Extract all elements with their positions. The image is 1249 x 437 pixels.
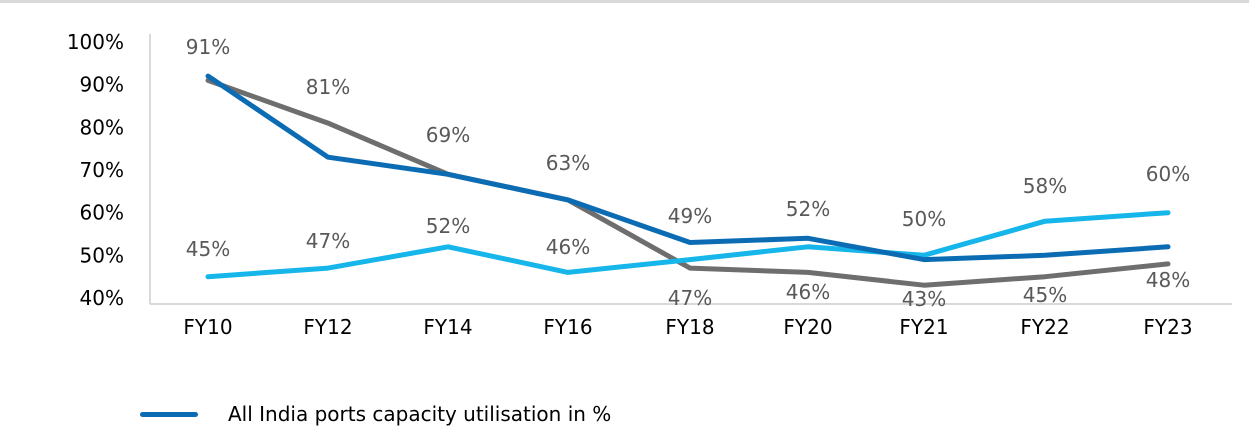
y-tick-label: 100%: [67, 30, 124, 54]
light-blue-data-label: 52%: [786, 197, 830, 221]
x-tick-label: FY21: [899, 315, 948, 339]
gray-data-label: 48%: [1146, 268, 1190, 292]
x-tick-label: FY18: [665, 315, 714, 339]
light-blue-data-label: 49%: [668, 204, 712, 228]
y-tick-label: 70%: [80, 158, 124, 182]
x-tick-label: FY14: [423, 315, 472, 339]
gray-data-label: 63%: [546, 151, 590, 175]
series-line-0: [205, 73, 1171, 263]
x-tick-label: FY22: [1020, 315, 1069, 339]
gray-data-label: 47%: [668, 286, 712, 310]
y-tick-label: 60%: [80, 201, 124, 225]
light-blue-data-label: 52%: [426, 214, 470, 238]
gray-data-label: 43%: [902, 287, 946, 311]
data-labels: 91% 81% 69% 63% 47% 46% 43% 45% 48% 45% 47% 52% 46% 4…: [186, 35, 1190, 311]
y-tick-label: 50%: [80, 243, 124, 267]
top-rule: [0, 0, 1249, 3]
gray-data-label: 91%: [186, 35, 230, 59]
x-tick-label: FY16: [543, 315, 592, 339]
gray-data-label: 45%: [1023, 283, 1067, 307]
x-tick-label: FY23: [1143, 315, 1192, 339]
series-line-1: [205, 77, 1171, 288]
gray-data-label: 46%: [786, 280, 830, 304]
light-blue-data-label: 50%: [902, 207, 946, 231]
gray-data-label: 69%: [426, 123, 470, 147]
series-line-2: [205, 210, 1171, 280]
y-axis-ticks: 40% 50% 60% 70% 80% 90% 100%: [67, 30, 124, 310]
x-tick-label: FY12: [303, 315, 352, 339]
legend-label: All India ports capacity utilisation in …: [228, 402, 612, 426]
gray-data-label: 81%: [306, 75, 350, 99]
light-blue-data-label: 47%: [306, 229, 350, 253]
y-tick-label: 40%: [80, 286, 124, 310]
light-blue-data-label: 45%: [186, 237, 230, 261]
line-chart: 40%50%60%70%80%90%100% FY10 FY12 FY14 FY16 F…: [67, 30, 1232, 339]
light-blue-data-label: 46%: [546, 235, 590, 259]
legend: All India ports capacity utilisation in …: [140, 402, 611, 426]
y-tick-label: 80%: [80, 115, 124, 139]
x-tick-label: FY10: [183, 315, 232, 339]
legend-swatch: [140, 411, 198, 417]
y-tick-label: 90%: [80, 73, 124, 97]
series-lines: [205, 73, 1171, 288]
light-blue-data-label: 58%: [1023, 174, 1067, 198]
x-tick-label: FY20: [783, 315, 832, 339]
light-blue-data-label: 60%: [1146, 162, 1190, 186]
x-axis-ticks: FY10 FY12 FY14 FY16 FY18 FY20 FY21 FY22 FY23: [183, 315, 1192, 339]
